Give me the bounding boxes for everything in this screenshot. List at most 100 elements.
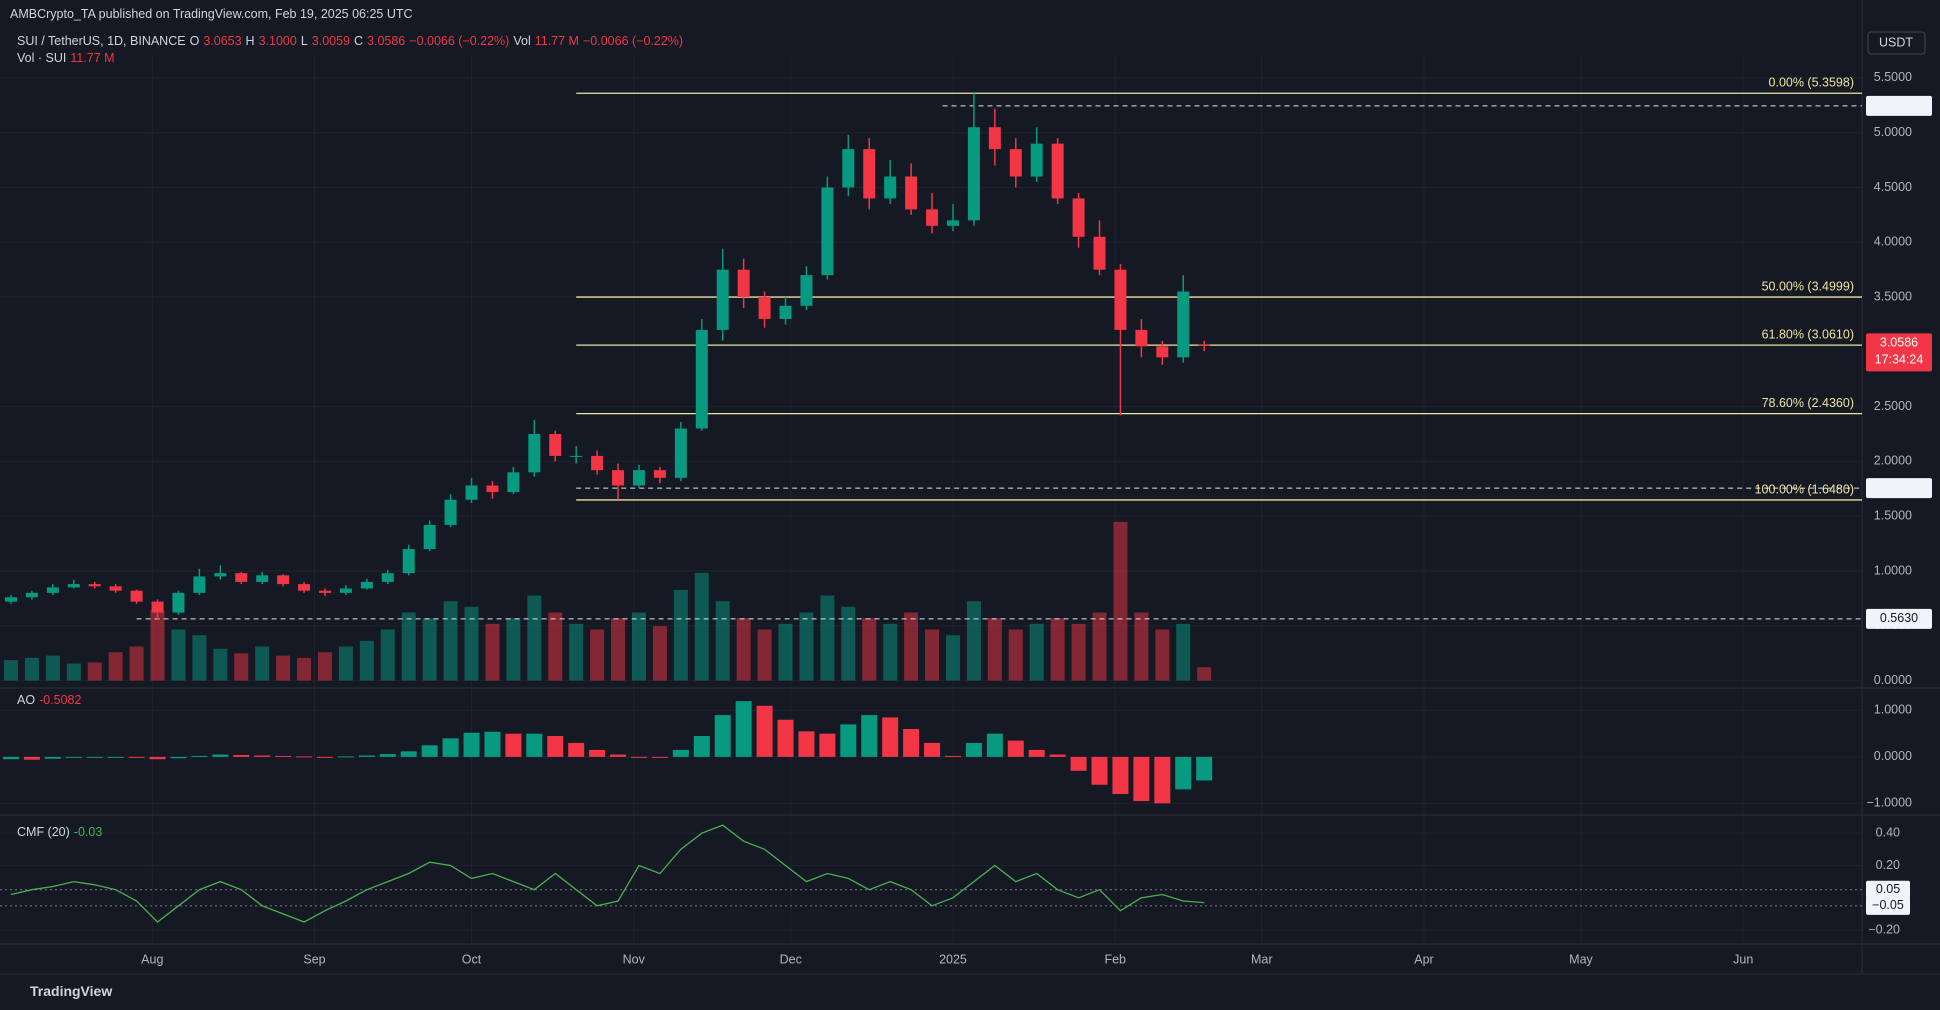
volume-bar bbox=[652, 626, 667, 681]
candle-body bbox=[612, 470, 625, 486]
volume-bar bbox=[108, 652, 123, 681]
brand[interactable]: TradingView bbox=[30, 983, 113, 999]
fib-label: 78.60% (2.4360) bbox=[1762, 396, 1854, 410]
candle-body bbox=[1198, 344, 1211, 346]
fib-label: 0.00% (5.3598) bbox=[1769, 76, 1854, 90]
ao-bar bbox=[316, 756, 333, 758]
volume-bar bbox=[925, 629, 940, 681]
fib-label: 61.80% (3.0610) bbox=[1762, 327, 1854, 341]
y-tick-label: 4.5000 bbox=[1874, 180, 1912, 194]
ohlc-key: C bbox=[354, 34, 364, 48]
candle-body bbox=[486, 485, 499, 493]
cmf-band-label: −0.05 bbox=[1872, 898, 1904, 912]
currency-box[interactable] bbox=[1867, 31, 1926, 55]
candle-body bbox=[821, 187, 834, 276]
candle-body bbox=[549, 434, 562, 456]
x-tick-label: Sep bbox=[303, 952, 325, 966]
volume-bar bbox=[569, 623, 584, 681]
fib-label: 100.00% (1.6480) bbox=[1755, 482, 1854, 496]
volume-bar bbox=[464, 606, 479, 681]
ao-tick-label: −1.0000 bbox=[1866, 796, 1912, 810]
candle-body bbox=[360, 581, 373, 589]
ao-bar bbox=[840, 724, 857, 757]
candle-body bbox=[339, 588, 352, 593]
volume-bar bbox=[359, 640, 374, 681]
volume-bar bbox=[150, 610, 165, 681]
y-tick-label: 1.0000 bbox=[1874, 563, 1912, 577]
x-tick-label: Oct bbox=[462, 952, 482, 966]
ao-bar bbox=[296, 756, 313, 758]
candle-body bbox=[946, 220, 959, 226]
ao-bar bbox=[254, 755, 271, 757]
candle-body bbox=[1156, 346, 1169, 358]
ao-bar bbox=[965, 742, 982, 757]
ao-bar bbox=[672, 749, 689, 757]
price-tag: 0.5630 bbox=[1880, 611, 1918, 625]
cmf-tick-label: 0.20 bbox=[1876, 858, 1900, 872]
volume-bar bbox=[276, 655, 291, 681]
candle-body bbox=[988, 127, 1001, 150]
ao-bar bbox=[128, 756, 145, 758]
cmf-band-box bbox=[1866, 896, 1910, 915]
ao-bar bbox=[1133, 756, 1150, 801]
symbol-legend: SUI / TetherUS, 1D, BINANCE O 3.0653 H 3.100… bbox=[17, 34, 687, 48]
candle-body bbox=[235, 573, 248, 582]
symbol: SUI / TetherUS, 1D, BINANCE bbox=[17, 34, 186, 48]
volume-bar bbox=[1029, 623, 1044, 681]
ohlc-key: O bbox=[189, 34, 200, 48]
ohlc-value: 3.0653 bbox=[203, 34, 242, 48]
volume-bar bbox=[1071, 623, 1086, 681]
volume-bar bbox=[778, 623, 793, 681]
volume-value: 11.77 M bbox=[70, 51, 115, 65]
ao-bar bbox=[2, 756, 19, 760]
ao-bar bbox=[819, 733, 836, 757]
ao-bar bbox=[379, 754, 396, 757]
last-price: 3.0586 bbox=[1880, 336, 1918, 350]
volume-bar bbox=[129, 646, 144, 681]
volume-bar bbox=[631, 612, 646, 681]
ao-bar bbox=[756, 705, 773, 757]
ao-bar bbox=[924, 742, 941, 757]
volume-bar bbox=[1113, 521, 1128, 681]
candle-body bbox=[591, 455, 604, 471]
volume-bar bbox=[1176, 623, 1191, 681]
y-tick-label: 0.0000 bbox=[1874, 673, 1912, 687]
candle-body bbox=[1051, 143, 1064, 199]
ao-bar bbox=[1091, 756, 1108, 785]
candle-body bbox=[967, 127, 980, 221]
volume-name: Vol · SUI bbox=[17, 51, 67, 65]
candle-body bbox=[298, 584, 311, 591]
y-tick-label: 1.5000 bbox=[1874, 508, 1912, 522]
volume-bar bbox=[1197, 667, 1212, 681]
volume-bar bbox=[213, 648, 228, 681]
publisher-line: AMBCrypto_TA published on TradingView.co… bbox=[10, 7, 413, 21]
ao-bar bbox=[547, 735, 564, 757]
x-tick-label: Aug bbox=[141, 952, 163, 966]
x-tick-label: Feb bbox=[1104, 952, 1126, 966]
candle-body bbox=[884, 176, 897, 199]
y-tick-label: 2.5000 bbox=[1874, 399, 1912, 413]
ao-tick-label: 1.0000 bbox=[1874, 703, 1912, 717]
ao-bar bbox=[212, 754, 229, 757]
volume-bar bbox=[317, 652, 332, 681]
cmf-legend: CMF (20) -0.03 bbox=[17, 825, 106, 839]
candle-body bbox=[1114, 269, 1127, 330]
candle-body bbox=[570, 455, 583, 457]
candle-body bbox=[67, 584, 80, 588]
y-tick-label: 5.5000 bbox=[1874, 70, 1912, 84]
x-tick-label: Dec bbox=[780, 952, 802, 966]
candle-body bbox=[151, 601, 164, 613]
cmf-band-box bbox=[1866, 880, 1910, 899]
cmf-band-label: 0.05 bbox=[1876, 882, 1900, 896]
candle-body bbox=[25, 592, 38, 598]
ao-bar bbox=[442, 738, 459, 757]
ao-bar bbox=[233, 755, 250, 757]
ao-bar bbox=[86, 756, 103, 758]
y-tick-label: 5.0000 bbox=[1874, 125, 1912, 139]
cmf-tick-label: −0.20 bbox=[1868, 922, 1900, 936]
candle-body bbox=[277, 575, 290, 585]
ao-bar bbox=[484, 731, 501, 757]
ao-bar bbox=[986, 733, 1003, 757]
candle-body bbox=[653, 470, 666, 478]
